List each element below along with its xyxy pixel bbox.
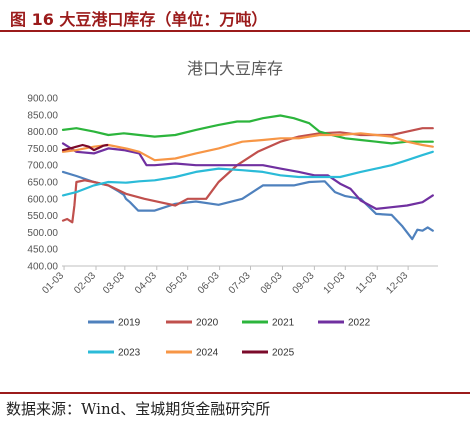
legend-label-2025: 2025	[272, 348, 295, 359]
x-tick-label: 09-03	[291, 270, 317, 296]
legend-label-2019: 2019	[118, 318, 141, 329]
y-tick-label: 400.00	[27, 262, 58, 273]
y-tick-label: 850.00	[27, 110, 58, 121]
legend-label-2023: 2023	[118, 348, 141, 359]
legend-label-2020: 2020	[196, 318, 219, 329]
y-tick-label: 550.00	[27, 211, 58, 222]
series-line-2025	[61, 143, 109, 152]
chart-title: 港口大豆库存	[187, 59, 283, 78]
y-tick-label: 700.00	[27, 161, 58, 172]
legend-label-2024: 2024	[196, 348, 219, 359]
x-tick-label: 04-03	[133, 270, 159, 296]
source-note: 数据来源：Wind、宝城期货金融研究所	[6, 400, 271, 418]
legend-label-2022: 2022	[348, 318, 371, 329]
x-tick-label: 02-03	[72, 270, 98, 296]
top-divider	[0, 30, 470, 32]
series-line-2021	[61, 114, 434, 145]
x-tick-label: 05-03	[164, 270, 190, 296]
chart: 港口大豆库存 400.00 450.00 500.00 550.00 600.00 650…	[27, 59, 438, 359]
series-line-2023	[61, 150, 434, 197]
figure-title: 图 16 大豆港口库存（单位：万吨）	[10, 10, 268, 29]
y-tick-label: 500.00	[27, 228, 58, 239]
series-line-2022	[61, 142, 434, 210]
x-tick-label: 10-03	[322, 270, 348, 296]
x-axis: 01-03 02-03 03-03 04-03 05-03 06-03 07-03 08-03…	[40, 265, 438, 296]
y-tick-label: 450.00	[27, 245, 58, 256]
series-line-2019	[61, 170, 434, 241]
y-axis: 400.00 450.00 500.00 550.00 600.00 650.00 700.…	[27, 94, 58, 273]
y-tick-label: 600.00	[27, 194, 58, 205]
x-tick-label: 11-03	[354, 270, 380, 296]
x-tick-label: 12-03	[384, 270, 410, 296]
series-line-2024	[61, 132, 434, 162]
legend-label-2021: 2021	[272, 318, 295, 329]
y-tick-label: 650.00	[27, 178, 58, 189]
x-tick-label: 08-03	[259, 270, 285, 296]
y-tick-label: 800.00	[27, 127, 58, 138]
x-tick-label: 01-03	[40, 270, 66, 296]
x-tick-label: 06-03	[196, 270, 222, 296]
x-tick-label: 07-03	[227, 270, 253, 296]
bottom-divider	[0, 392, 470, 394]
x-tick-label: 03-03	[101, 270, 127, 296]
legend: 2019 2020 2021 2022 2023 2024 2025	[88, 318, 371, 359]
y-tick-label: 900.00	[27, 94, 58, 105]
y-tick-label: 750.00	[27, 144, 58, 155]
plot-lines	[61, 114, 434, 241]
